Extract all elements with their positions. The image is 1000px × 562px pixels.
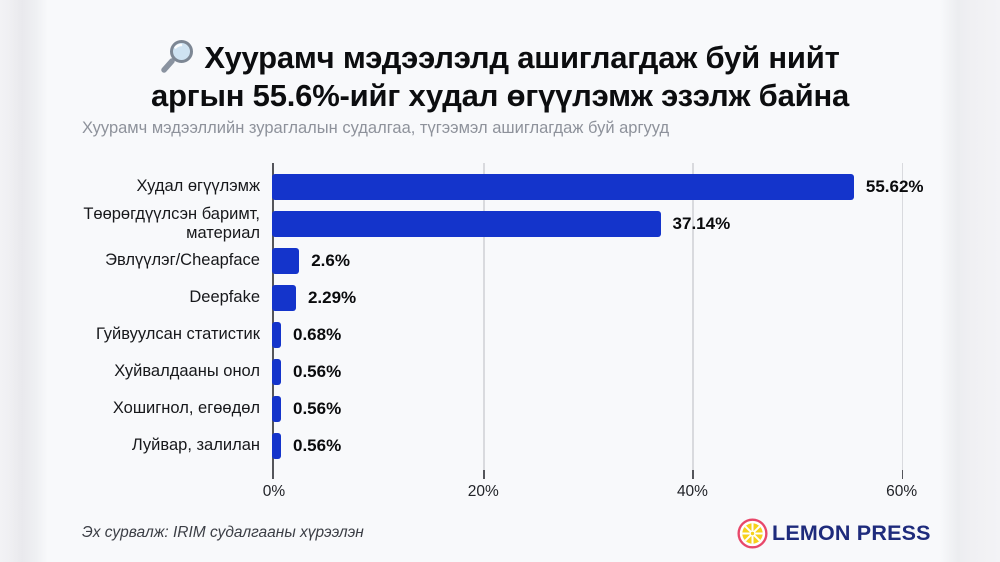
category-label: Эвлүүлэг/Cheapface	[105, 251, 260, 269]
page-title-line-1: Хуурамч мэдээлэлд ашиглагдаж буй нийт	[0, 38, 1000, 77]
bar-rows: Худал өгүүлэмж 55.62% Төөрөгдүүлсэн баримт…	[40, 168, 952, 464]
bar-row: Хошигнол, егөөдөл 0.56%	[40, 390, 952, 427]
brand-logo: LEMON PRESS	[737, 518, 931, 549]
bar-row: Луйвар, залилан 0.56%	[40, 427, 952, 464]
bar-row: Эвлүүлэг/Cheapface 2.6%	[40, 242, 952, 279]
bar	[272, 210, 661, 237]
value-label: 0.56%	[293, 398, 342, 418]
value-label: 0.56%	[293, 361, 342, 381]
x-tick-label: 20%	[467, 483, 499, 500]
value-label: 37.14%	[672, 213, 731, 233]
category-label: Гуйвуулсан статистик	[95, 325, 260, 343]
header: Хуурамч мэдээлэлд ашиглагдаж буй нийт ар…	[0, 38, 1000, 115]
category-label: Луйвар, залилан	[131, 436, 260, 454]
category-label: Төөрөгдүүлсэн баримт, материал	[83, 204, 260, 242]
bar-chart: 0% 20% 40% 60% Худал өгүүлэмж 55.62% Төөрөгдү…	[40, 163, 952, 500]
value-label: 2.6%	[311, 250, 350, 270]
source-note: Эх сурвалж: IRIM судалгааны хүрээлэн	[82, 524, 364, 541]
gridline	[483, 163, 485, 479]
category-label: Хуйвалдааны онол	[114, 362, 260, 380]
bar-row: Хуйвалдааны онол 0.56%	[40, 353, 952, 390]
gridline	[901, 163, 904, 479]
bar	[272, 173, 854, 200]
bar-row: Гуйвуулсан статистик 0.68%	[40, 316, 952, 353]
x-tick-label: 60%	[886, 483, 918, 500]
bar-cell: 0.56%	[272, 432, 952, 459]
bar	[272, 284, 296, 311]
bar-cell: 0.68%	[272, 321, 952, 348]
axis-and-grid: 0% 20% 40% 60%	[263, 163, 952, 500]
bar-cell: 0.56%	[272, 395, 952, 422]
x-tick-label: 0%	[262, 483, 286, 500]
x-tick-label: 40%	[676, 483, 708, 500]
bar-cell: 2.6%	[272, 247, 952, 274]
chart-subtitle: Хуурамч мэдээллийн зураглалын судалгаа, …	[82, 119, 670, 137]
bar-cell: 0.56%	[272, 358, 952, 385]
bar-cell: 37.14%	[272, 210, 952, 237]
bar	[272, 321, 281, 348]
bar	[272, 358, 281, 385]
x-tick-mark	[901, 470, 904, 479]
page-title-line-2: аргын 55.6%-ийг худал өгүүлэмж эзэлж бай…	[150, 78, 850, 113]
lemon-icon	[737, 518, 768, 549]
bar-cell: 55.62%	[272, 173, 952, 200]
bar	[272, 432, 281, 459]
value-label: 2.29%	[307, 287, 357, 307]
x-tick-mark	[272, 470, 274, 479]
x-tick-mark	[483, 470, 485, 479]
bar-row: Худал өгүүлэмж 55.62%	[40, 168, 952, 205]
bar-row: Deepfake 2.29%	[40, 279, 952, 316]
magnifier-icon	[160, 38, 196, 74]
value-label: 0.68%	[293, 324, 342, 344]
bar-row: Төөрөгдүүлсэн баримт, материал 37.14%	[40, 205, 952, 242]
category-label: Deepfake	[189, 288, 260, 306]
bar	[272, 395, 281, 422]
bar-cell: 2.29%	[272, 284, 952, 311]
title-text-1: Хуурамч мэдээлэлд ашиглагдаж буй нийт	[204, 40, 840, 75]
category-label: Худал өгүүлэмж	[136, 177, 260, 195]
bar	[272, 247, 300, 274]
value-label: 55.62%	[865, 176, 924, 196]
gridline	[692, 163, 694, 479]
category-label: Хошигнол, егөөдөл	[112, 399, 260, 417]
brand-name: LEMON PRESS	[772, 521, 931, 545]
value-label: 0.56%	[293, 435, 342, 455]
x-tick-mark	[692, 470, 694, 479]
